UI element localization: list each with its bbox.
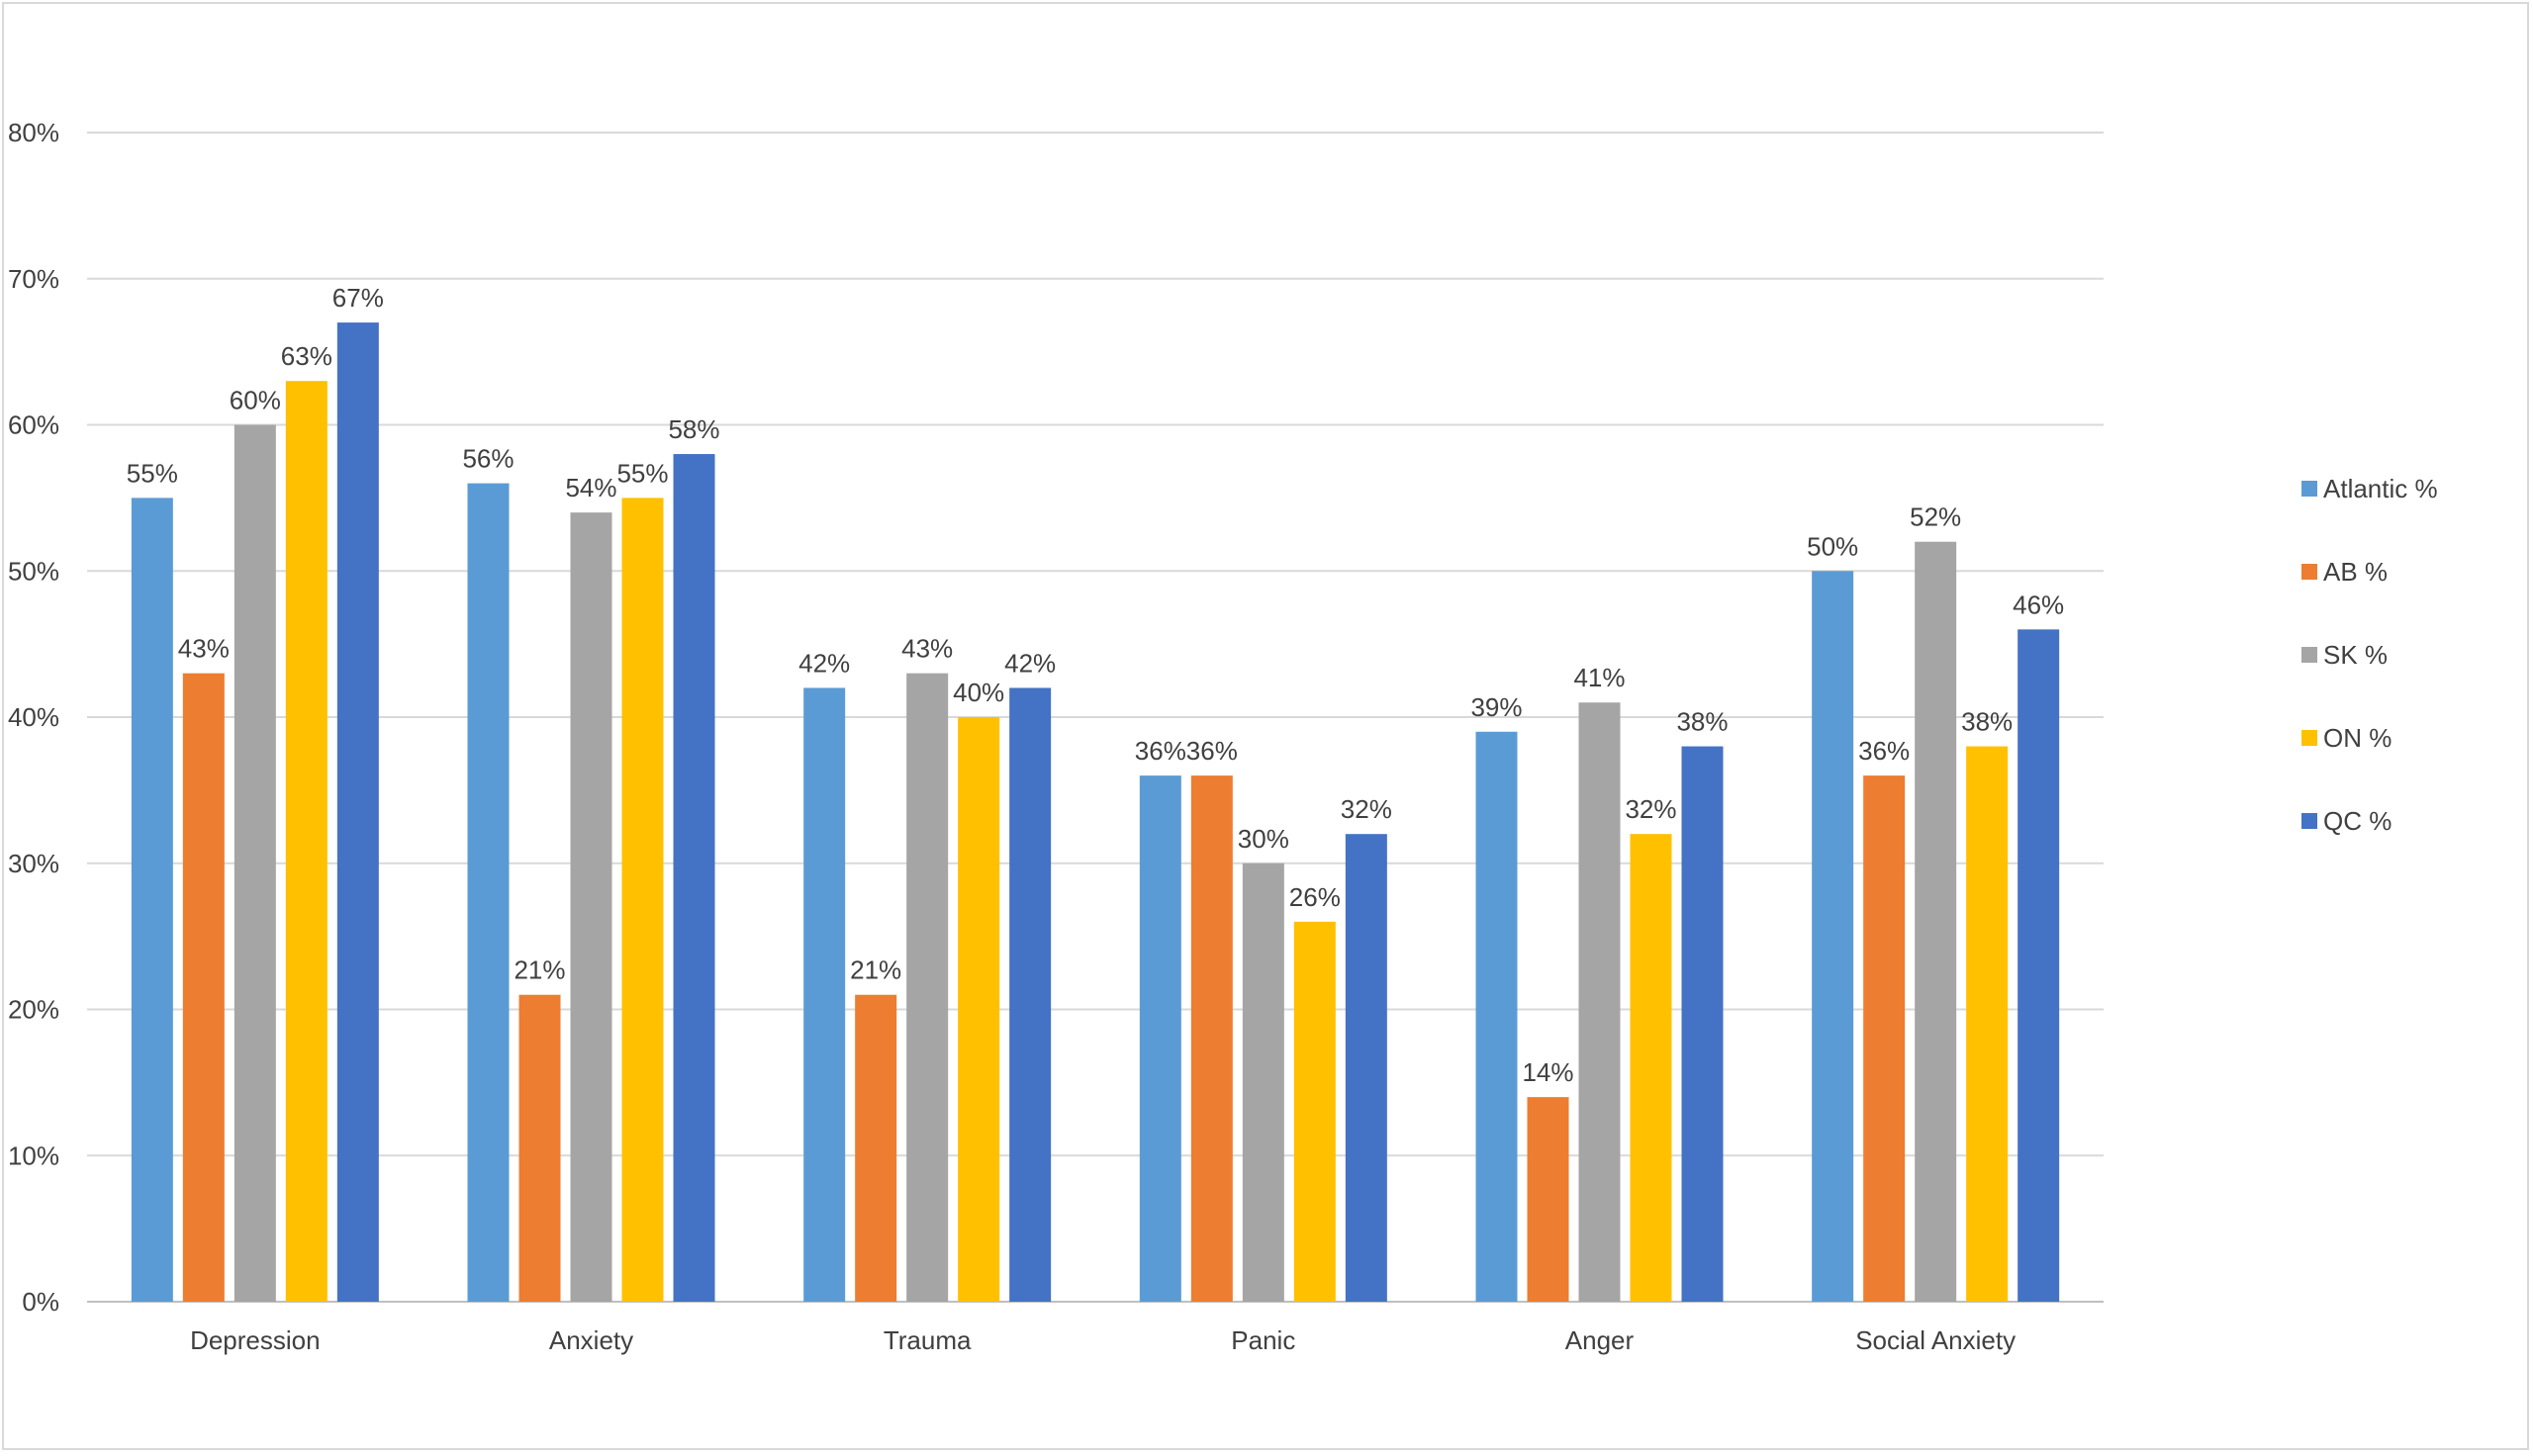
x-axis-category-labels: Depression Anxiety Trauma Panic Anger Social … xyxy=(190,1325,2016,1355)
data-label: 14% xyxy=(1522,1057,1573,1087)
data-label: 43% xyxy=(178,634,230,664)
category-label: Panic xyxy=(1231,1325,1295,1355)
data-label: 26% xyxy=(1289,882,1341,912)
data-label: 63% xyxy=(281,341,332,371)
bar xyxy=(1527,1097,1569,1302)
legend-swatch xyxy=(2301,813,2317,829)
bar xyxy=(285,381,328,1302)
y-tick-label: 0% xyxy=(22,1287,59,1317)
bar xyxy=(621,498,664,1302)
bar xyxy=(803,687,846,1302)
data-label: 58% xyxy=(668,414,719,444)
bar xyxy=(518,994,561,1302)
data-label: 40% xyxy=(953,678,1004,707)
data-label: 41% xyxy=(1573,663,1625,692)
data-label: 21% xyxy=(850,956,901,985)
bar xyxy=(1681,746,1724,1302)
bar xyxy=(570,512,612,1302)
legend-label: ON % xyxy=(2323,723,2392,753)
legend-label: QC % xyxy=(2323,806,2392,836)
bar xyxy=(1863,775,1906,1302)
data-label: 46% xyxy=(2013,590,2064,619)
bar xyxy=(131,498,173,1302)
bar xyxy=(1915,541,1957,1302)
legend-label: SK % xyxy=(2323,640,2388,670)
y-tick-label: 40% xyxy=(8,702,59,732)
data-label: 42% xyxy=(1004,648,1056,678)
bar xyxy=(906,673,949,1302)
bar xyxy=(673,454,715,1302)
data-label: 36% xyxy=(1858,736,1910,766)
data-label: 54% xyxy=(565,473,616,502)
bar xyxy=(855,994,897,1302)
bar xyxy=(958,717,1000,1302)
gridlines xyxy=(87,132,2104,1303)
data-label: 32% xyxy=(1625,794,1676,824)
y-tick-label: 20% xyxy=(8,995,59,1025)
data-label: 21% xyxy=(514,956,565,985)
data-label: 36% xyxy=(1135,736,1186,766)
legend-swatch xyxy=(2301,730,2317,746)
legend-swatch xyxy=(2301,481,2317,497)
bar xyxy=(1475,731,1518,1302)
bar xyxy=(467,483,510,1303)
data-label: 30% xyxy=(1238,824,1289,854)
data-labels: 55%43%60%63%67%56%21%54% 55%58%42%21%43%4… xyxy=(127,283,2064,1087)
bar xyxy=(1630,834,1672,1302)
data-label: 60% xyxy=(230,386,281,415)
y-tick-label: 70% xyxy=(8,264,59,294)
category-label: Anxiety xyxy=(549,1325,633,1355)
legend-label: AB % xyxy=(2323,557,2388,587)
bars xyxy=(131,322,2060,1303)
bar xyxy=(1966,746,2009,1302)
bar xyxy=(182,673,225,1302)
category-label: Trauma xyxy=(884,1325,972,1355)
data-label: 32% xyxy=(1341,794,1392,824)
legend: Atlantic % AB % SK % ON % QC % xyxy=(2301,474,2438,836)
bar xyxy=(1293,921,1336,1302)
bar xyxy=(2017,629,2060,1302)
y-tick-label: 50% xyxy=(8,556,59,586)
legend-label: Atlantic % xyxy=(2323,474,2438,503)
data-label: 39% xyxy=(1470,692,1522,722)
category-label: Anger xyxy=(1565,1325,1635,1355)
y-axis-tick-labels: 0% 10% 20% 30% 40% 50% 60% 70% 80% xyxy=(8,118,59,1317)
bar xyxy=(1242,863,1284,1302)
bar xyxy=(1139,775,1181,1302)
legend-swatch xyxy=(2301,564,2317,580)
data-label: 55% xyxy=(127,458,178,488)
data-label: 56% xyxy=(462,444,514,474)
category-label: Social Anxiety xyxy=(1855,1325,2016,1355)
category-label: Depression xyxy=(190,1325,321,1355)
data-label: 43% xyxy=(901,634,953,664)
y-tick-label: 60% xyxy=(8,410,59,440)
data-label: 67% xyxy=(332,283,384,313)
data-label: 42% xyxy=(798,648,850,678)
data-label: 36% xyxy=(1186,736,1238,766)
data-label: 52% xyxy=(1910,502,1961,532)
y-tick-label: 80% xyxy=(8,118,59,147)
data-label: 38% xyxy=(1676,707,1728,737)
legend-swatch xyxy=(2301,647,2317,663)
bar xyxy=(336,322,379,1302)
bar xyxy=(1812,571,1854,1302)
data-label: 50% xyxy=(1807,531,1858,561)
bar xyxy=(234,424,276,1302)
bar xyxy=(1009,687,1052,1302)
bar xyxy=(1345,834,1387,1302)
bar xyxy=(1578,702,1621,1302)
y-tick-label: 30% xyxy=(8,849,59,878)
bar xyxy=(1190,775,1233,1302)
y-tick-label: 10% xyxy=(8,1140,59,1170)
data-label: 55% xyxy=(616,458,668,488)
data-label: 38% xyxy=(1961,707,2013,737)
